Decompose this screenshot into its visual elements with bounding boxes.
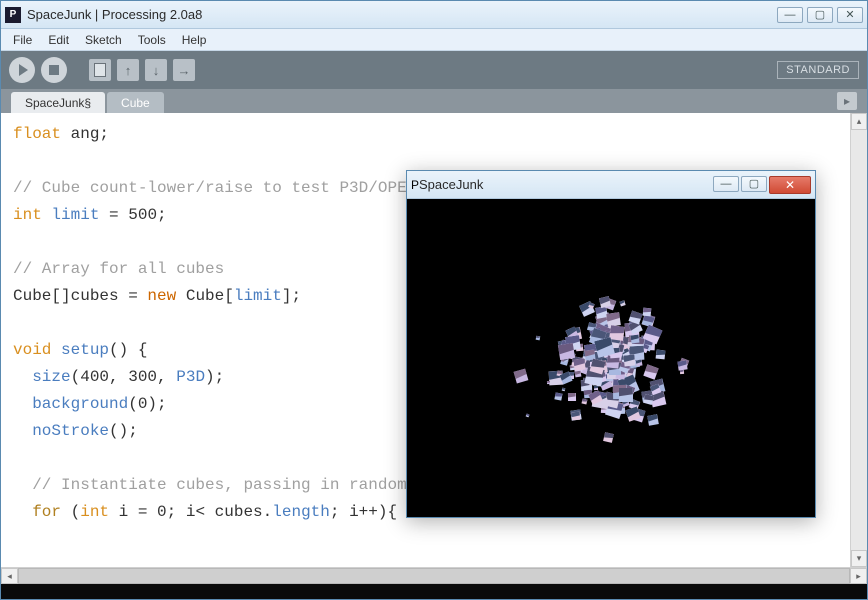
cube: [561, 387, 565, 391]
cube: [636, 359, 642, 365]
new-icon: [94, 63, 106, 77]
sketch-title: SpaceJunk: [419, 177, 483, 192]
mode-selector[interactable]: STANDARD: [777, 61, 859, 79]
cube: [581, 399, 587, 405]
cube: [603, 432, 614, 443]
cube: [554, 392, 562, 400]
cube: [643, 307, 652, 316]
tab-menu-button[interactable]: ▸: [837, 92, 857, 110]
tab-cube[interactable]: Cube: [107, 92, 164, 113]
cube: [655, 349, 665, 359]
cube: [619, 388, 633, 402]
save-button[interactable]: [145, 59, 167, 81]
stop-button[interactable]: [41, 57, 67, 83]
cube: [643, 364, 658, 379]
cube: [623, 355, 635, 367]
minimize-button[interactable]: —: [777, 7, 803, 23]
sketch-maximize-button[interactable]: ▢: [741, 176, 767, 192]
cube: [631, 335, 640, 344]
cube: [536, 336, 540, 340]
cube: [571, 412, 580, 421]
cube: [599, 296, 612, 309]
cube: [558, 343, 576, 361]
menu-tools[interactable]: Tools: [130, 31, 174, 49]
sketch-minimize-button[interactable]: —: [713, 176, 739, 192]
run-button[interactable]: [9, 57, 35, 83]
cube: [609, 325, 624, 340]
scroll-up-button[interactable]: ▴: [851, 113, 867, 130]
sketch-canvas: [411, 203, 811, 515]
open-button[interactable]: [117, 59, 139, 81]
menu-file[interactable]: File: [5, 31, 40, 49]
cube: [680, 370, 684, 374]
menu-sketch[interactable]: Sketch: [77, 31, 130, 49]
stop-icon: [49, 65, 59, 75]
cube: [575, 371, 582, 378]
vertical-scrollbar[interactable]: ▴ ▾: [850, 113, 867, 567]
new-button[interactable]: [89, 59, 111, 81]
main-titlebar[interactable]: P SpaceJunk | Processing 2.0a8 — ▢ ✕: [1, 1, 867, 29]
cube: [574, 358, 586, 370]
cube: [547, 381, 550, 384]
cube: [568, 393, 576, 401]
cube: [648, 414, 659, 425]
menubar: FileEditSketchToolsHelp: [1, 29, 867, 51]
menu-edit[interactable]: Edit: [40, 31, 77, 49]
maximize-button[interactable]: ▢: [807, 7, 833, 23]
cube: [677, 360, 687, 370]
horizontal-scrollbar[interactable]: ◂ ▸: [1, 567, 867, 584]
hscroll-thumb[interactable]: [18, 568, 850, 584]
sketch-app-icon: P: [411, 178, 419, 192]
tabbar: SpaceJunk§Cube ▸: [1, 89, 867, 113]
window-title: SpaceJunk | Processing 2.0a8: [27, 7, 202, 22]
cube: [513, 369, 528, 384]
play-icon: [19, 64, 28, 76]
close-button[interactable]: ✕: [837, 7, 863, 23]
cube: [620, 300, 626, 306]
scroll-left-button[interactable]: ◂: [1, 568, 18, 584]
console-area: [1, 584, 867, 599]
menu-help[interactable]: Help: [174, 31, 215, 49]
toolbar: STANDARD: [1, 51, 867, 89]
export-button[interactable]: [173, 59, 195, 81]
app-icon: P: [5, 7, 21, 23]
sketch-titlebar[interactable]: P SpaceJunk — ▢ ✕: [407, 171, 815, 199]
sketch-window[interactable]: P SpaceJunk — ▢ ✕: [406, 170, 816, 518]
sketch-close-button[interactable]: ✕: [769, 176, 811, 194]
scroll-down-button[interactable]: ▾: [851, 550, 867, 567]
tab-spacejunk[interactable]: SpaceJunk§: [11, 92, 105, 113]
scroll-right-button[interactable]: ▸: [850, 568, 867, 584]
cube: [526, 413, 530, 417]
